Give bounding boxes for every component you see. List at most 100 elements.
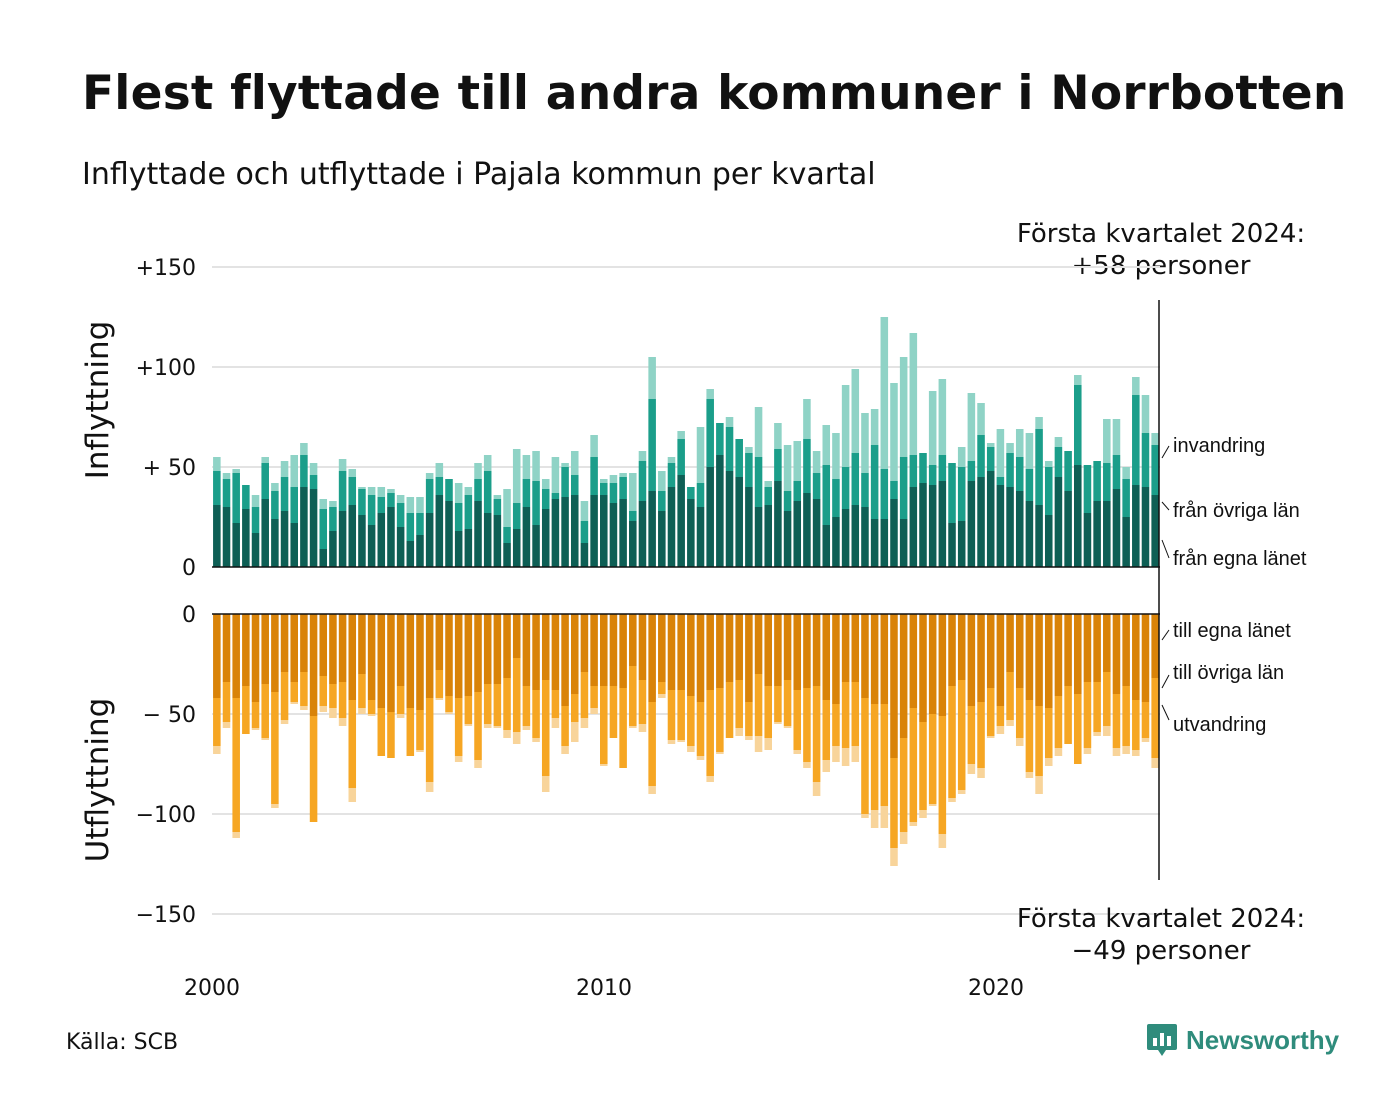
bar-ut-egna [261, 614, 269, 684]
bar-in-egna [387, 507, 395, 567]
bar-in-invandring [493, 495, 502, 499]
bar-in-egna [928, 485, 937, 567]
bar-in-egna [745, 487, 753, 567]
bar-ut-utvandring [251, 728, 260, 730]
bar-in-ovriga [242, 485, 250, 509]
bar-in-egna [280, 511, 289, 567]
bar-in-invandring [880, 317, 889, 469]
bar-ut-utvandring [812, 782, 821, 796]
bar-ut-utvandring [1112, 748, 1121, 756]
bar-ut-ovriga [541, 680, 550, 776]
y-tick-out: −150 [136, 903, 196, 928]
bar-ut-egna [445, 614, 453, 696]
bar-ut-egna [541, 614, 550, 680]
bar-in-invandring [986, 443, 995, 447]
bar-ut-utvandring [435, 698, 444, 700]
bar-ut-egna [754, 614, 763, 674]
bar-ut-utvandring [445, 712, 453, 714]
bar-ut-egna [977, 614, 985, 702]
bar-in-egna [793, 501, 802, 567]
bar-ut-ovriga [812, 686, 821, 782]
bar-in-invandring [416, 497, 424, 513]
bar-in-ovriga [841, 467, 850, 509]
callout-bottom-line1: Första kvartalet 2024: [1016, 904, 1306, 934]
axis-title-in: Inflyttning [80, 321, 116, 480]
bar-ut-ovriga [503, 678, 511, 730]
bar-in-ovriga [251, 507, 260, 533]
bar-in-invandring [629, 473, 637, 511]
bar-in-invandring [667, 457, 676, 463]
series-label-leader [1161, 674, 1170, 689]
bar-ut-egna [706, 614, 714, 690]
bar-ut-ovriga [793, 690, 802, 750]
bar-in-egna [348, 505, 357, 567]
y-tick-in: +150 [136, 256, 196, 281]
bar-in-invandring [967, 393, 976, 461]
y-tick-out: −100 [136, 803, 196, 828]
bar-in-invandring [1074, 375, 1082, 385]
bar-in-ovriga [319, 509, 328, 549]
y-tick-in: 0 [182, 556, 196, 581]
bar-in-egna [522, 507, 531, 567]
x-tick: 2010 [576, 976, 632, 1001]
bar-in-egna [764, 505, 772, 567]
bar-in-egna [300, 487, 308, 567]
bar-in-invandring [725, 417, 734, 427]
bar-ut-egna [841, 614, 850, 682]
callout-bottom-line2: −49 personer [1071, 936, 1251, 966]
bar-ut-egna [629, 614, 637, 666]
bar-ut-utvandring [822, 760, 831, 772]
bar-ut-ovriga [909, 708, 918, 822]
bar-in-invandring [1122, 467, 1130, 479]
bar-in-invandring [358, 487, 366, 489]
bar-in-egna [812, 499, 821, 567]
bar-ut-utvandring [232, 832, 240, 838]
bar-in-ovriga [1093, 461, 1101, 501]
bar-in-egna [338, 511, 347, 567]
bar-ut-utvandring [948, 798, 956, 802]
bar-in-invandring [561, 463, 569, 467]
bar-in-egna [242, 509, 250, 567]
chart-title: Flest flyttade till andra kommuner i Nor… [82, 66, 1347, 121]
bar-in-ovriga [309, 475, 318, 489]
bar-in-ovriga [754, 457, 763, 507]
bar-ut-utvandring [793, 750, 802, 754]
bar-ut-egna [358, 614, 366, 674]
x-tick: 2020 [968, 976, 1024, 1001]
bar-ut-ovriga [1122, 686, 1130, 746]
bar-ut-utvandring [687, 746, 695, 752]
bar-in-ovriga [406, 513, 415, 541]
bar-in-invandring [764, 481, 772, 487]
bar-in-egna [590, 495, 598, 567]
bar-in-egna [416, 535, 424, 567]
bar-ut-utvandring [213, 746, 221, 754]
bar-ut-egna [532, 614, 540, 690]
y-tick-in: +100 [136, 356, 196, 381]
bar-ut-ovriga [870, 704, 879, 810]
bar-in-egna [899, 519, 908, 567]
bar-ut-ovriga [213, 698, 221, 746]
bar-ut-egna [1093, 614, 1101, 682]
bar-ut-ovriga [474, 692, 482, 760]
brand[interactable]: Newsworthy [1146, 1022, 1339, 1058]
bar-ut-utvandring [832, 746, 840, 762]
bar-ut-egna [406, 614, 415, 708]
bar-ut-utvandring [861, 814, 869, 818]
bar-in-ovriga [348, 477, 357, 505]
bar-in-egna [213, 505, 221, 567]
bar-in-invandring [251, 495, 260, 507]
bar-in-egna [1151, 495, 1159, 567]
bar-ut-utvandring [1093, 732, 1101, 736]
bar-ut-utvandring [1132, 750, 1140, 756]
bar-in-egna [851, 505, 860, 567]
bar-in-ovriga [609, 483, 618, 503]
bar-in-ovriga [561, 467, 569, 497]
bar-in-egna [822, 525, 831, 567]
bar-ut-egna [948, 614, 956, 686]
bar-ut-egna [280, 614, 289, 672]
bar-ut-utvandring [648, 786, 656, 794]
bar-in-invandring [793, 441, 802, 481]
bar-ut-ovriga [570, 694, 579, 722]
bar-in-egna [687, 499, 695, 567]
bar-in-egna [271, 519, 279, 567]
